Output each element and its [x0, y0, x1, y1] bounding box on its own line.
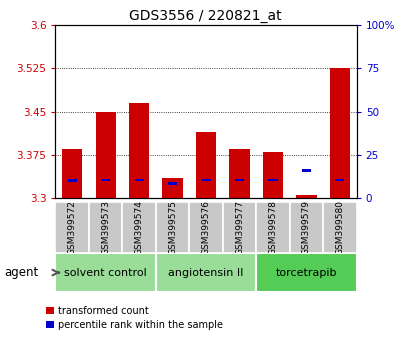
Text: GDS3556 / 220821_at: GDS3556 / 220821_at	[128, 9, 281, 23]
Bar	[262, 152, 282, 198]
Legend: transformed count, percentile rank within the sample: transformed count, percentile rank withi…	[46, 306, 223, 330]
Bar	[155, 202, 189, 253]
Bar	[55, 202, 89, 253]
Text: agent: agent	[4, 266, 38, 279]
Text: GSM399573: GSM399573	[101, 200, 110, 255]
Bar	[256, 253, 356, 292]
Bar	[55, 253, 155, 292]
Text: GSM399574: GSM399574	[134, 200, 143, 255]
Bar	[222, 202, 256, 253]
Bar	[329, 68, 349, 198]
Bar	[89, 202, 122, 253]
Text: torcetrapib: torcetrapib	[275, 268, 336, 278]
Bar	[229, 149, 249, 198]
Text: GSM399575: GSM399575	[168, 200, 177, 255]
Bar	[268, 178, 277, 182]
Bar	[62, 149, 82, 198]
Bar	[95, 112, 115, 198]
Text: GSM399578: GSM399578	[268, 200, 277, 255]
Text: solvent control: solvent control	[64, 268, 146, 278]
Bar	[168, 182, 177, 185]
Bar	[129, 103, 149, 198]
Bar	[301, 169, 310, 172]
Bar	[67, 179, 76, 182]
Bar	[189, 202, 222, 253]
Bar	[322, 202, 356, 253]
Text: GSM399572: GSM399572	[67, 200, 76, 255]
Bar	[122, 202, 155, 253]
Bar	[256, 202, 289, 253]
Bar	[196, 132, 216, 198]
Bar	[201, 178, 210, 182]
Bar	[234, 178, 243, 182]
Bar	[296, 195, 316, 198]
Text: GSM399579: GSM399579	[301, 200, 310, 255]
Text: GSM399576: GSM399576	[201, 200, 210, 255]
Text: GSM399580: GSM399580	[335, 200, 344, 255]
Bar	[101, 178, 110, 182]
Text: angiotensin II: angiotensin II	[168, 268, 243, 278]
Bar	[155, 253, 256, 292]
Bar	[162, 178, 182, 198]
Bar	[335, 178, 344, 182]
Bar	[134, 178, 143, 182]
Text: GSM399577: GSM399577	[234, 200, 243, 255]
Bar	[289, 202, 322, 253]
